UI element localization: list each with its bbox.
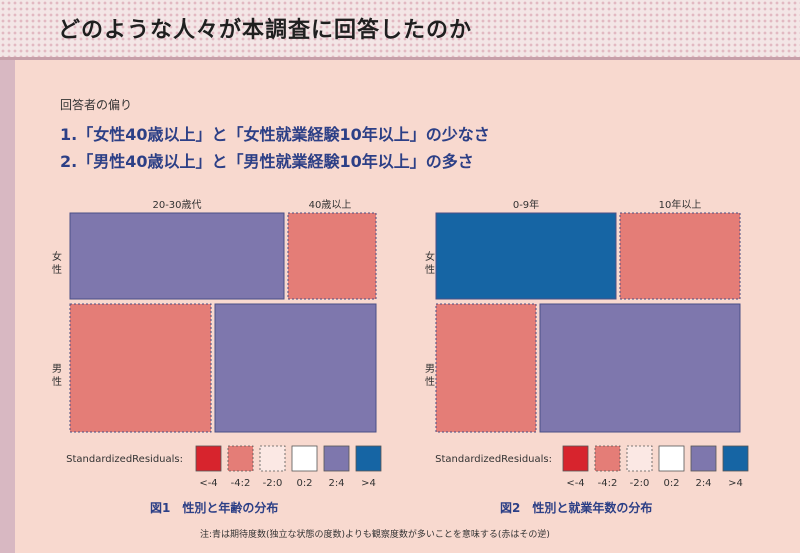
chart1-col-label-1: 40歳以上 xyxy=(309,199,352,211)
chart2-legend-label-2: -2:0 xyxy=(630,478,650,489)
chart2-legend-swatch-5 xyxy=(722,445,749,472)
chart2-row-label-1-char-0: 男 xyxy=(425,363,435,375)
chart2-cell-0 xyxy=(435,212,617,300)
chart1-legend-swatch-2 xyxy=(259,445,286,472)
chart1-row-label-0-char-0: 女 xyxy=(52,250,62,263)
chart1-row-label-1-char-0: 男 xyxy=(52,363,62,375)
section-subtitle: 回答者の偏り xyxy=(60,98,133,112)
chart1-legend-swatch-3 xyxy=(291,445,318,472)
chart1-cell-2 xyxy=(69,303,212,433)
footnote: 注:青は期待度数(独立な状態の度数)よりも観察度数が多いことを意味する(赤はその… xyxy=(200,530,550,540)
chart2-legend-label-1: -4:2 xyxy=(598,478,618,489)
chart1-legend-swatch-1 xyxy=(227,445,254,472)
chart1-cell-3 xyxy=(214,303,377,433)
header-banner: どのような人々が本調査に回答したのか xyxy=(0,0,800,57)
chart2-row-label-0-char-0: 女 xyxy=(425,250,435,263)
chart2-row-label-1-char-1: 性 xyxy=(425,375,435,388)
chart2-legend-label-0: <-4 xyxy=(566,478,584,489)
page-title: どのような人々が本調査に回答したのか xyxy=(58,18,473,43)
chart2-col-label-0: 0-9年 xyxy=(513,198,539,211)
chart1-legend-label-4: 2:4 xyxy=(328,478,344,489)
chart1-legend-swatch-4 xyxy=(323,445,350,472)
chart1-legend-label-3: 0:2 xyxy=(296,478,312,489)
figure1-caption: 図1 性別と年齢の分布 xyxy=(150,501,279,515)
chart1-legend-swatch-0 xyxy=(195,445,222,472)
chart2-cell-3 xyxy=(539,303,741,433)
chart1-legend-label-1: -4:2 xyxy=(231,478,251,489)
chart2-legend-swatch-2 xyxy=(626,445,653,472)
point-1: 1.「女性40歳以上」と「女性就業経験10年以上」の少なさ xyxy=(60,125,490,144)
chart2-cell-2 xyxy=(435,303,537,433)
chart1-legend-swatch-5 xyxy=(355,445,382,472)
chart1-col-label-0: 20-30歳代 xyxy=(152,199,201,211)
chart2-legend-swatch-3 xyxy=(658,445,685,472)
chart2-legend-title: StandardizedResiduals: xyxy=(435,454,552,465)
chart2-col-label-1: 10年以上 xyxy=(659,198,702,211)
point-2: 2.「男性40歳以上」と「男性就業経験10年以上」の多さ xyxy=(60,152,474,171)
chart1-legend-label-5: >4 xyxy=(361,478,376,489)
chart2-cell-1 xyxy=(619,212,741,300)
chart2-legend-label-3: 0:2 xyxy=(663,478,679,489)
chart1-row-label-1-char-1: 性 xyxy=(52,375,62,388)
chart2-legend-label-5: >4 xyxy=(728,478,743,489)
chart2-legend-swatch-4 xyxy=(690,445,717,472)
chart2-legend-swatch-1 xyxy=(594,445,621,472)
figure2-caption: 図2 性別と就業年数の分布 xyxy=(500,501,653,515)
header-divider xyxy=(0,57,800,60)
chart1-legend-title: StandardizedResiduals: xyxy=(66,454,183,465)
chart2-legend-label-4: 2:4 xyxy=(695,478,711,489)
side-strip xyxy=(0,60,15,553)
chart1-cell-0 xyxy=(69,212,285,300)
chart2-legend-swatch-0 xyxy=(562,445,589,472)
chart2-row-label-0-char-1: 性 xyxy=(425,263,435,276)
chart1-row-label-0-char-1: 性 xyxy=(52,263,62,276)
chart1-legend-label-2: -2:0 xyxy=(263,478,283,489)
chart1-cell-1 xyxy=(287,212,377,300)
chart1-legend-label-0: <-4 xyxy=(199,478,217,489)
